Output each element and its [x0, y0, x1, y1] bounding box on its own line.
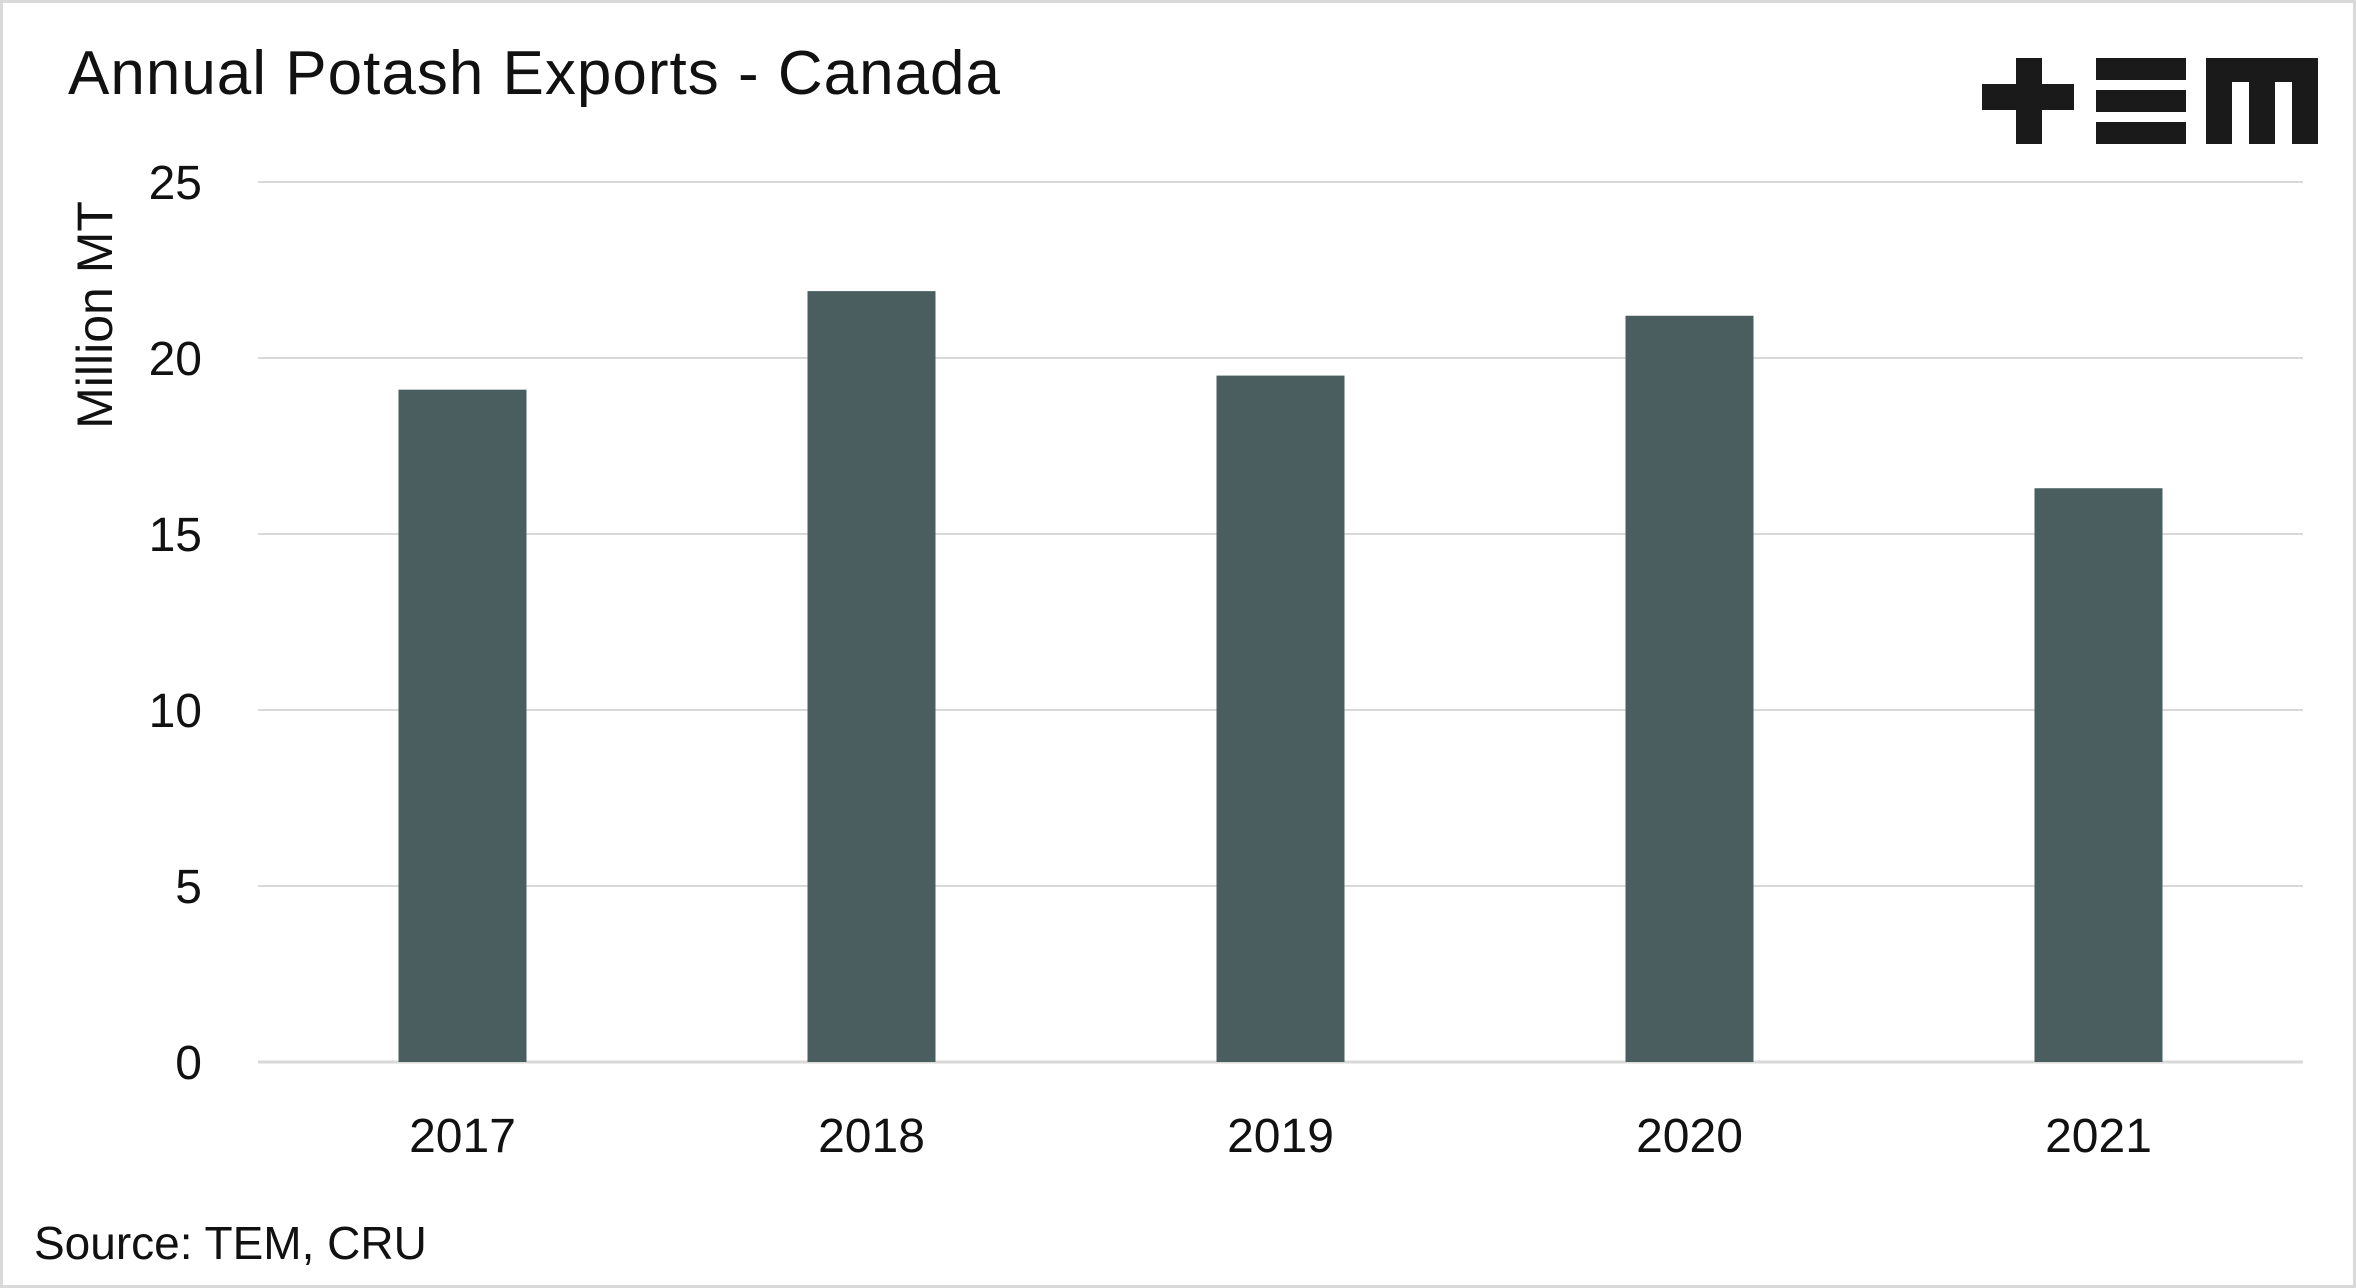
logo-e-bar-bottom — [2096, 122, 2186, 144]
logo-m-middle — [2249, 58, 2275, 144]
y-axis-title: Million MT — [67, 201, 123, 429]
x-tick-label: 2018 — [818, 1110, 925, 1163]
source-note: Source: TEM, CRU — [34, 1217, 427, 1269]
x-tick-label: 2020 — [1636, 1110, 1743, 1163]
tem-logo-icon — [1982, 58, 2318, 144]
logo-e-bar-top — [2096, 58, 2186, 80]
logo-m-left — [2206, 58, 2232, 144]
y-tick-label: 15 — [149, 509, 202, 562]
x-tick-label: 2021 — [2045, 1110, 2152, 1163]
x-tick-label: 2019 — [1227, 1110, 1334, 1163]
y-tick-label: 0 — [175, 1037, 202, 1090]
y-axis-ticks: 0 5 10 15 20 25 — [149, 157, 202, 1090]
x-axis-ticks: 2017 2018 2019 2020 2021 — [409, 1110, 2152, 1163]
logo-e-bar-middle — [2096, 90, 2186, 112]
bar-2020 — [1625, 315, 1754, 1062]
x-tick-label: 2017 — [409, 1110, 516, 1163]
chart-title: Annual Potash Exports - Canada — [68, 39, 1001, 108]
logo-plus-vertical — [2016, 58, 2042, 144]
bars — [398, 291, 2163, 1063]
logo-m-right — [2292, 58, 2318, 144]
bar-2017 — [398, 389, 527, 1062]
y-tick-label: 25 — [149, 157, 202, 210]
y-tick-label: 5 — [175, 861, 202, 914]
bar-2019 — [1216, 375, 1345, 1063]
y-tick-label: 20 — [149, 333, 202, 386]
bar-2018 — [807, 291, 936, 1062]
bar-2021 — [2034, 488, 2163, 1062]
y-tick-label: 10 — [149, 685, 202, 738]
